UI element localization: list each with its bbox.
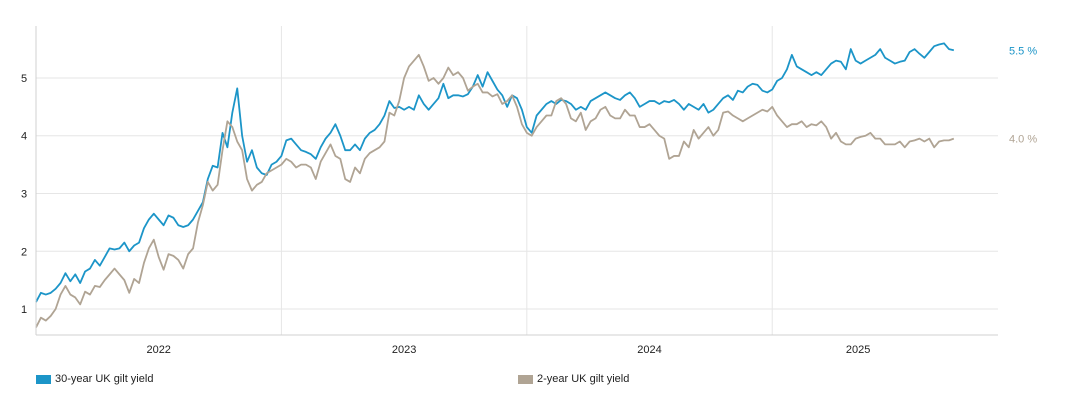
labels: 1 2 3 4 5 2022 2023 2024 2025 5.5 % 4.0 % bbox=[21, 45, 1037, 356]
legend-label-30yr: 30-year UK gilt yield bbox=[55, 373, 154, 385]
y-tick-label: 2 bbox=[21, 246, 27, 258]
axes bbox=[35, 26, 998, 336]
series-line-30yr[interactable] bbox=[35, 42, 955, 303]
legend: 30-year UK gilt yield 2-year UK gilt yie… bbox=[0, 373, 1070, 387]
series-line-2yr[interactable] bbox=[35, 53, 955, 328]
x-tick-label-2022: 2022 bbox=[146, 344, 170, 356]
x-tick-label-2024: 2024 bbox=[637, 344, 661, 356]
y-tick-label: 1 bbox=[21, 304, 27, 316]
legend-item-2yr[interactable]: 2-year UK gilt yield bbox=[518, 373, 629, 385]
series-lines bbox=[35, 42, 955, 328]
legend-swatch-2yr bbox=[518, 374, 533, 384]
legend-item-30yr[interactable]: 30-year UK gilt yield bbox=[36, 373, 153, 385]
legend-label-2yr: 2-year UK gilt yield bbox=[537, 373, 630, 385]
end-label-30yr: 5.5 % bbox=[1009, 45, 1037, 57]
end-label-2yr: 4.0 % bbox=[1009, 134, 1037, 146]
x-tick-label-2023: 2023 bbox=[392, 344, 416, 356]
x-tick-label-2025: 2025 bbox=[846, 344, 870, 356]
legend-swatch-30yr bbox=[36, 374, 51, 384]
grid bbox=[36, 26, 998, 335]
y-tick-label: 5 bbox=[21, 73, 27, 85]
y-tick-label: 3 bbox=[21, 188, 27, 200]
y-tick-label: 4 bbox=[21, 131, 27, 143]
